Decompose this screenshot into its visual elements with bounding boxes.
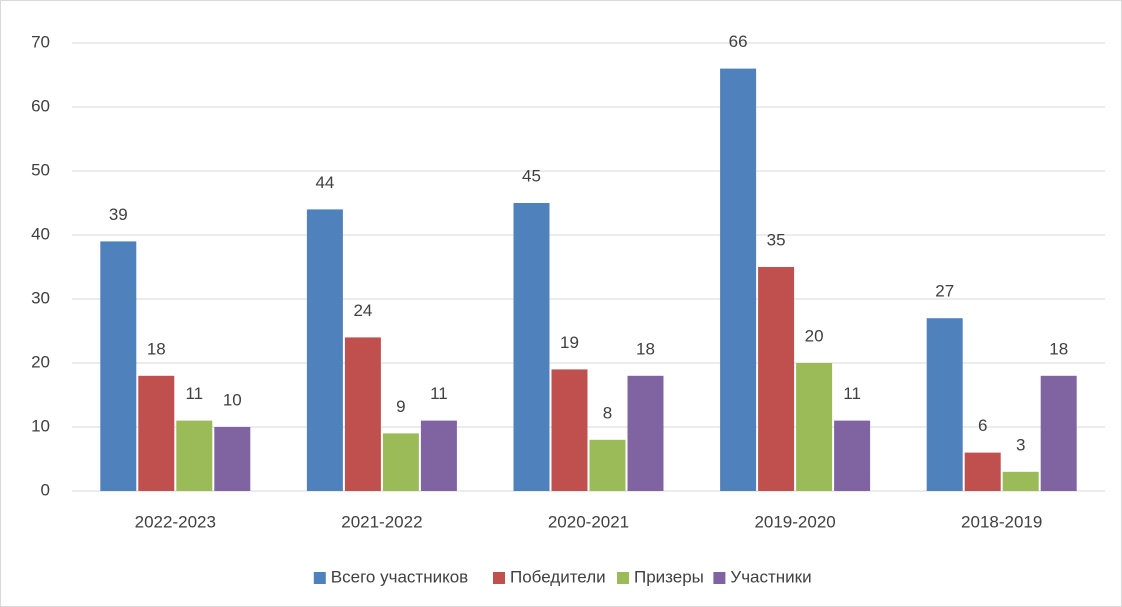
legend-label: Всего участников	[331, 567, 468, 586]
data-label: 66	[729, 32, 748, 51]
x-tick-label: 2020-2021	[548, 512, 629, 531]
legend-swatch	[617, 572, 629, 584]
x-tick-label: 2022-2023	[135, 512, 216, 531]
legend-swatch	[493, 572, 505, 584]
bar	[138, 375, 175, 491]
legend-label: Призеры	[634, 567, 704, 586]
bar	[176, 420, 213, 491]
legend-swatch	[713, 572, 726, 584]
bar	[926, 318, 963, 491]
y-tick-label: 40	[31, 224, 50, 243]
legend-label: Участники	[730, 567, 811, 586]
data-label: 39	[109, 205, 128, 224]
data-label: 11	[430, 384, 448, 403]
data-label: 6	[978, 416, 987, 435]
y-tick-label: 30	[31, 288, 50, 307]
data-label: 11	[843, 384, 861, 403]
data-label: 44	[315, 173, 334, 192]
bar	[214, 427, 251, 491]
bar	[796, 363, 833, 491]
y-tick-label: 50	[31, 160, 50, 179]
data-label: 24	[353, 301, 372, 320]
data-label: 45	[522, 166, 541, 185]
bar	[382, 433, 419, 491]
bar	[589, 439, 626, 491]
x-tick-label: 2021-2022	[341, 512, 422, 531]
data-label: 9	[396, 397, 405, 416]
bar	[420, 420, 457, 491]
x-tick-label: 2019-2020	[754, 512, 835, 531]
data-label: 10	[223, 390, 242, 409]
bar	[344, 337, 381, 491]
y-tick-label: 60	[31, 96, 50, 115]
bar	[627, 375, 664, 491]
y-tick-label: 20	[31, 352, 50, 371]
y-tick-label: 70	[31, 32, 50, 51]
bar	[100, 241, 137, 491]
bar	[964, 452, 1001, 491]
bar	[306, 209, 343, 491]
x-tick-label: 2018-2019	[961, 512, 1042, 531]
data-label: 18	[636, 339, 655, 358]
bar	[758, 267, 795, 491]
data-label: 27	[935, 282, 954, 301]
data-label: 18	[1049, 339, 1068, 358]
bar	[513, 203, 550, 491]
bar	[1040, 375, 1077, 491]
bar	[720, 68, 757, 491]
bar	[1002, 471, 1039, 491]
legend-label: Победители	[510, 567, 606, 586]
bar	[551, 369, 588, 491]
data-label: 35	[767, 230, 786, 249]
data-label: 20	[805, 326, 824, 345]
legend-swatch	[313, 572, 326, 584]
y-tick-label: 10	[31, 416, 50, 435]
bar	[834, 420, 871, 491]
data-label: 3	[1016, 435, 1025, 454]
data-label: 19	[560, 333, 579, 352]
data-label: 18	[147, 339, 166, 358]
y-tick-label: 0	[41, 480, 50, 499]
data-label: 11	[185, 384, 203, 403]
data-label: 8	[603, 403, 612, 422]
